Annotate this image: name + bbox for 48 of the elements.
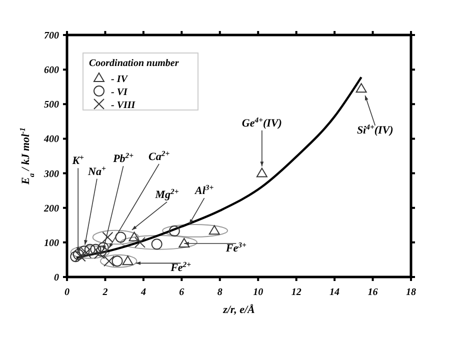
x-tick-label: 12 [291, 287, 302, 298]
point [168, 226, 180, 237]
y-tick-label: 400 [43, 134, 59, 146]
annotation: K$^{+}$ [71, 152, 85, 168]
point [208, 225, 220, 235]
point [256, 168, 268, 178]
point [178, 238, 190, 248]
x-tick-label: 6 [179, 287, 184, 298]
point [151, 238, 162, 250]
legend-label: - VIII [111, 100, 136, 111]
x-tick-label: 18 [406, 287, 416, 298]
legend-title: Coordination number [89, 58, 179, 69]
y-tick-label: 100 [44, 238, 59, 249]
x-tick-label: 0 [64, 287, 70, 298]
x-tick-label: 2 [102, 287, 108, 298]
annotation: Ge$^{4+}$(IV) [242, 114, 282, 130]
x-tick-label: 4 [140, 287, 146, 298]
point [122, 256, 134, 266]
legend-label: - VI [111, 87, 128, 98]
x-tick-label: 14 [330, 287, 340, 298]
y-tick-label: 200 [43, 203, 59, 214]
point [102, 232, 114, 243]
annotation: Al$^{3+}$ [194, 182, 214, 198]
point [98, 242, 109, 254]
point [128, 232, 140, 242]
y-tick-label: 700 [44, 30, 59, 42]
annotation: Na$^{+}$ [87, 163, 106, 178]
x-tick-label: 10 [253, 287, 264, 298]
annotation: Pb$^{2+}$ [113, 150, 134, 166]
point [134, 236, 146, 248]
annotation: Fe$^{3+}$ [224, 240, 247, 254]
annotation: Mg$^{2+}$ [154, 186, 180, 201]
x-tick-label: 8 [217, 287, 222, 298]
y-tick-label: 0 [54, 272, 59, 284]
point [90, 244, 102, 255]
x-tick-label: 16 [368, 287, 378, 298]
point [104, 256, 115, 267]
x-axis-title: z/r, e/Å [222, 304, 255, 316]
y-tick-label: 600 [44, 65, 59, 76]
annotation: Ca$^{2+}$ [148, 148, 170, 163]
y-tick-label: 500 [44, 100, 59, 111]
point [356, 83, 367, 93]
legend-label: - IV [111, 74, 129, 85]
annotation: Fe$^{2+}$ [170, 260, 192, 274]
point [70, 251, 82, 262]
point [115, 232, 126, 243]
y-tick-label: 300 [43, 168, 59, 180]
annotation: Si$^{4+}$(IV) [356, 122, 394, 136]
